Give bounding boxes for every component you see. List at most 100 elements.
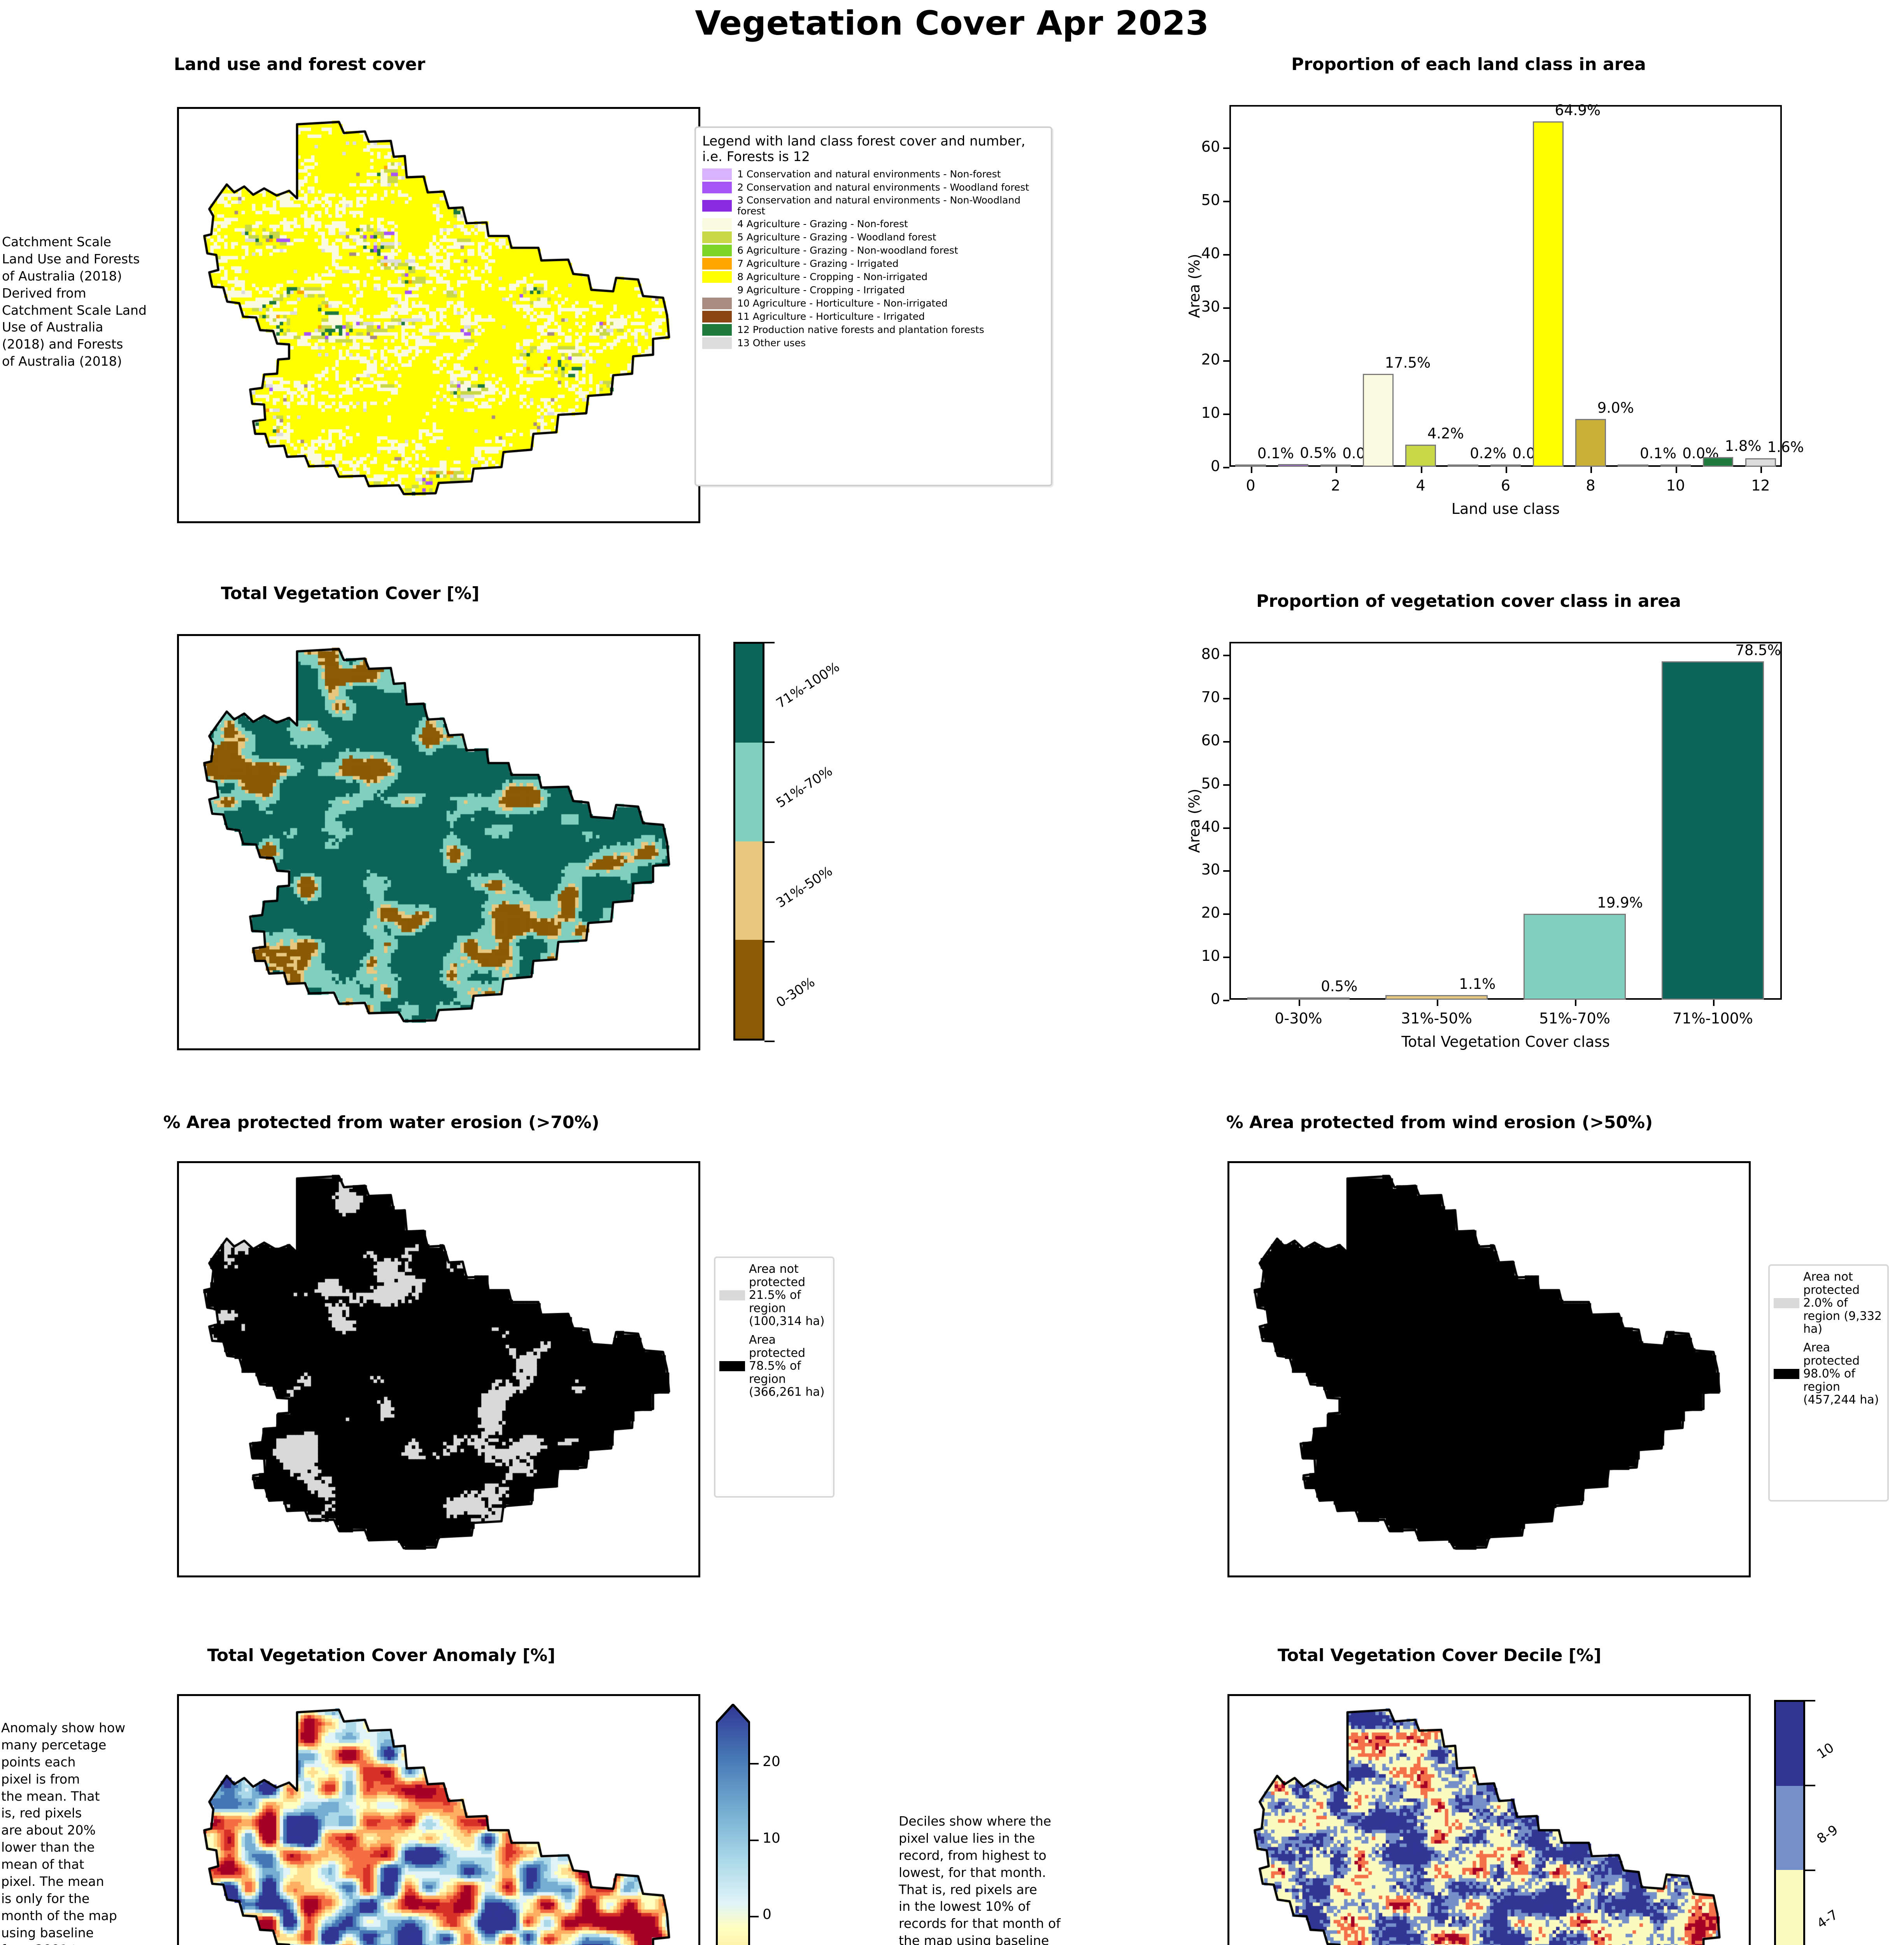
colorbar-label: 0-30% xyxy=(773,974,818,1011)
legend-swatch xyxy=(702,245,732,257)
decile-note: Deciles show where the pixel value lies … xyxy=(899,1814,1061,1945)
y-tick-mark xyxy=(1223,147,1229,149)
x-tick-mark xyxy=(1436,1000,1438,1006)
bar-value-label: 4.2% xyxy=(1427,425,1464,442)
bar[interactable] xyxy=(1618,464,1648,467)
bar-value-label: 0.2% xyxy=(1470,445,1507,462)
y-tick-label: 10 xyxy=(1201,947,1220,965)
bar[interactable] xyxy=(1385,995,1488,1000)
colorbar-tick xyxy=(1805,1870,1815,1871)
colorbar-label: 51%-70% xyxy=(773,763,835,811)
land-use-map[interactable] xyxy=(177,107,700,523)
anomaly-colorbar-tick xyxy=(749,1763,759,1765)
colorbar-label: 31%-50% xyxy=(773,863,835,911)
bar[interactable] xyxy=(1660,464,1691,467)
bar[interactable] xyxy=(1532,121,1564,467)
wind-erosion-map-canvas xyxy=(1229,1163,1749,1575)
legend-item-label: 12 Production native forests and plantat… xyxy=(737,324,984,336)
y-tick-mark xyxy=(1223,957,1229,958)
bar[interactable] xyxy=(1490,464,1521,467)
colorbar-segment xyxy=(735,742,763,841)
bar[interactable] xyxy=(1405,444,1436,467)
y-tick-mark xyxy=(1223,201,1229,203)
legend-item-label: 5 Agriculture - Grazing - Woodland fores… xyxy=(737,231,936,243)
x-tick-label: 51%-70% xyxy=(1539,1010,1610,1027)
erosion-legend-item: Area not protected 21.5% of region (100,… xyxy=(719,1263,829,1328)
water-erosion-map[interactable] xyxy=(177,1161,700,1577)
bar[interactable] xyxy=(1247,997,1350,1000)
veg-cover-map[interactable] xyxy=(177,634,700,1050)
colorbar-tick xyxy=(764,741,775,743)
y-axis-label: Area (%) xyxy=(1186,254,1203,318)
decile-panel-title: Total Vegetation Cover Decile [%] xyxy=(1277,1645,1602,1665)
x-tick-mark xyxy=(1336,467,1338,473)
x-tick-label: 4 xyxy=(1416,477,1425,494)
land-class-bar-chart[interactable]: 0 10 20 30 40 50 60 Area (%) 0.1% 0.5% 0.0% 17.5% 4.… xyxy=(1128,78,1829,545)
bar-value-label: 0.5% xyxy=(1321,978,1358,995)
bar[interactable] xyxy=(1235,464,1266,467)
y-tick-label: 0 xyxy=(1210,457,1220,475)
bar-value-label: 0.1% xyxy=(1257,445,1294,462)
water-erosion-legend: Area not protected 21.5% of region (100,… xyxy=(714,1256,835,1498)
erosion-legend-label: Area not protected 21.5% of region (100,… xyxy=(749,1262,825,1328)
anomaly-map[interactable] xyxy=(177,1694,700,1945)
anomaly-note: Anomaly show how many percetage points e… xyxy=(1,1720,126,1945)
land-use-legend-item: 4 Agriculture - Grazing - Non-forest xyxy=(702,218,1045,230)
bar[interactable] xyxy=(1702,457,1734,467)
bar-value-label: 19.9% xyxy=(1597,894,1643,911)
bar-value-label: 1.1% xyxy=(1459,975,1496,992)
y-tick-label: 40 xyxy=(1201,818,1220,835)
bar-value-label: 9.0% xyxy=(1597,399,1634,416)
legend-swatch xyxy=(702,337,732,349)
erosion-legend-label: Area protected 98.0% of region (457,244 … xyxy=(1803,1340,1879,1407)
bar[interactable] xyxy=(1575,419,1606,467)
legend-swatch xyxy=(702,168,732,180)
colorbar-label: 4-7 xyxy=(1814,1906,1841,1932)
erosion-legend-swatch xyxy=(719,1290,745,1300)
x-tick-label: 2 xyxy=(1331,477,1341,494)
legend-item-label: 3 Conservation and natural environments … xyxy=(737,194,1021,217)
colorbar-segment xyxy=(1776,1702,1803,1786)
legend-item-label: 7 Agriculture - Grazing - Irrigated xyxy=(737,258,899,270)
x-tick-label: 71%-100% xyxy=(1673,1010,1753,1027)
x-tick-mark xyxy=(1506,467,1507,473)
legend-item-label: 8 Agriculture - Cropping - Non-irrigated xyxy=(737,271,928,283)
legend-swatch xyxy=(702,298,732,310)
bar[interactable] xyxy=(1278,464,1309,467)
y-tick-mark xyxy=(1223,360,1229,362)
bar[interactable] xyxy=(1745,458,1776,467)
legend-swatch xyxy=(702,182,732,194)
bar[interactable] xyxy=(1362,373,1394,467)
bar[interactable] xyxy=(1662,661,1764,1000)
legend-swatch xyxy=(702,284,732,296)
colorbar-tick xyxy=(764,841,775,843)
legend-swatch xyxy=(702,311,732,323)
land-use-legend-heading: Legend with land class forest cover and … xyxy=(702,133,1026,165)
wind-erosion-map[interactable] xyxy=(1227,1161,1751,1577)
bar[interactable] xyxy=(1524,914,1626,1000)
colorbar-label: 71%-100% xyxy=(773,659,843,711)
y-tick-label: 50 xyxy=(1201,191,1220,209)
x-tick-mark xyxy=(1760,467,1762,473)
water-erosion-panel-title: % Area protected from water erosion (>70… xyxy=(163,1113,600,1132)
x-tick-label: 0 xyxy=(1246,477,1255,494)
x-tick-mark xyxy=(1574,1000,1576,1006)
veg-class-bar-chart[interactable]: 0 10 20 30 40 50 60 70 80 Area (%) 0.5% 1.1% 19.9% 78… xyxy=(1128,615,1829,1074)
land-use-legend-item: 7 Agriculture - Grazing - Irrigated xyxy=(702,258,1045,270)
y-axis-label: Area (%) xyxy=(1186,789,1203,853)
colorbar-segment xyxy=(735,644,763,743)
y-tick-label: 30 xyxy=(1201,861,1220,878)
decile-map[interactable] xyxy=(1227,1694,1751,1945)
y-tick-mark xyxy=(1223,467,1229,468)
y-tick-label: 80 xyxy=(1201,645,1220,663)
land-use-source-note: Catchment Scale Land Use and Forests of … xyxy=(2,234,147,369)
land-use-legend-item: 13 Other uses xyxy=(702,337,1045,349)
bar[interactable] xyxy=(1448,464,1479,467)
y-tick-mark xyxy=(1223,698,1229,700)
bar-value-label: 17.5% xyxy=(1385,354,1431,371)
bar[interactable] xyxy=(1320,464,1351,467)
veg-class-chart-title: Proportion of vegetation cover class in … xyxy=(1256,591,1681,611)
bar-value-label: 1.6% xyxy=(1767,439,1804,456)
land-use-legend-item: 3 Conservation and natural environments … xyxy=(702,195,1045,217)
x-tick-mark xyxy=(1250,467,1252,473)
